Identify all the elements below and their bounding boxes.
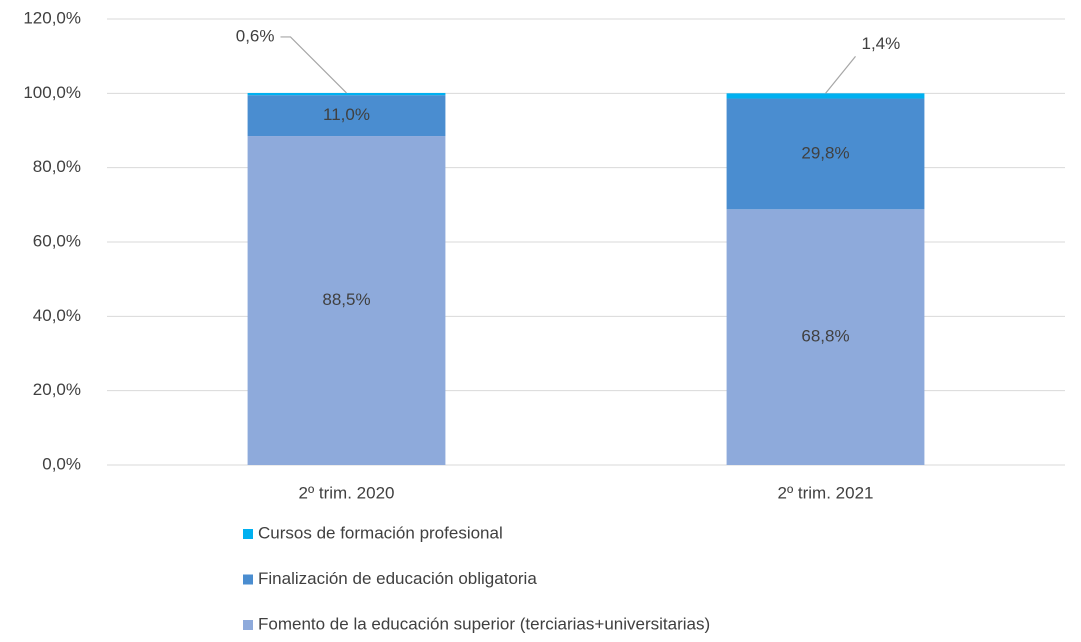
y-tick-label: 20,0% [33, 380, 81, 399]
y-tick-label: 100,0% [23, 83, 81, 102]
x-tick-label: 2º trim. 2020 [299, 483, 395, 502]
data-label: 68,8% [801, 327, 849, 346]
data-label: 88,5% [322, 290, 370, 309]
data-label: 29,8% [801, 143, 849, 162]
y-tick-label: 60,0% [33, 231, 81, 250]
y-tick-label: 120,0% [23, 8, 81, 27]
data-label: 11,0% [323, 105, 370, 124]
legend-swatch [243, 574, 253, 585]
legend-swatch [243, 529, 253, 539]
bar-segment [247, 95, 446, 137]
bar-segment [247, 136, 446, 465]
leader-line [825, 55, 856, 94]
legend-label: Finalización de educación obligatoria [258, 569, 537, 588]
data-label: 1,4% [862, 34, 901, 53]
y-tick-label: 0,0% [42, 454, 81, 473]
y-tick-label: 40,0% [33, 306, 81, 325]
x-tick-label: 2º trim. 2021 [778, 483, 874, 502]
y-tick-label: 80,0% [33, 157, 81, 176]
bar-segment [726, 98, 925, 210]
bar-segment [247, 92, 446, 96]
legend-label: Cursos de formación profesional [258, 523, 503, 542]
legend-swatch [243, 620, 253, 630]
legend-label: Fomento de la educación superior (tercia… [258, 614, 710, 633]
bar-segment [726, 93, 925, 99]
data-label: 0,6% [236, 26, 275, 45]
bar-segment [726, 209, 925, 465]
leader-line [280, 36, 347, 94]
